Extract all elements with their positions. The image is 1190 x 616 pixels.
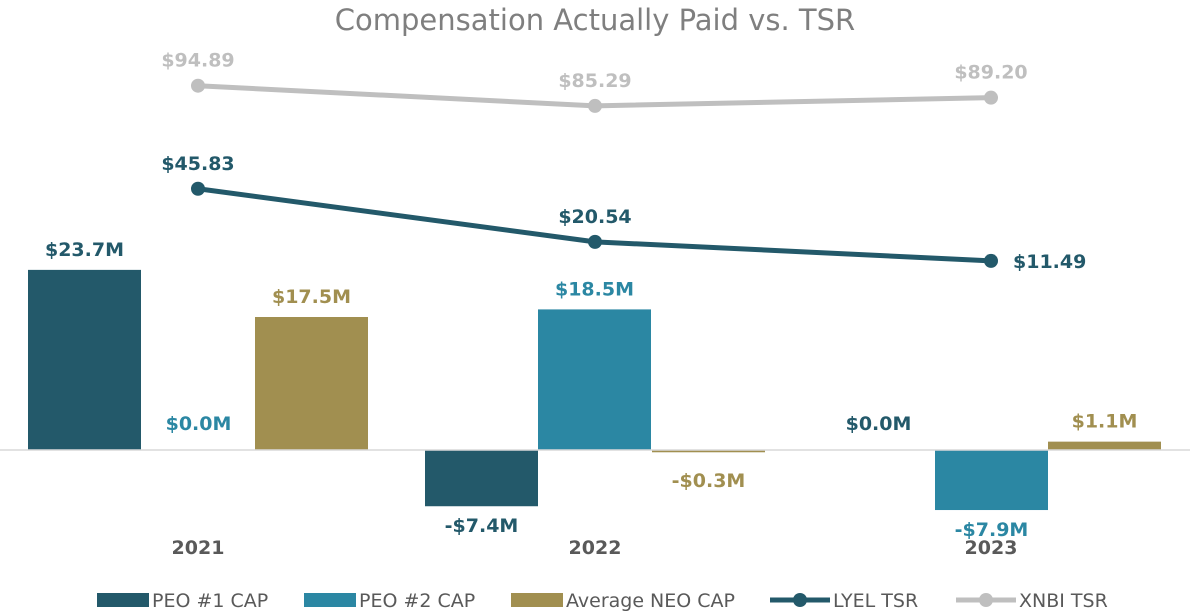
point-xnbi-tsr-2021: [191, 78, 205, 93]
point-xnbi-tsr-2022: [588, 98, 602, 113]
bar-label-average-neo-cap-2023: $1.1M: [1072, 411, 1138, 433]
legend-label-peo-2-cap: PEO #2 CAP: [359, 590, 475, 612]
point-lyel-tsr-2023: [984, 253, 998, 268]
line-label-xnbi-tsr-2021: $94.89: [161, 50, 234, 72]
bar-label-average-neo-cap-2021: $17.5M: [272, 286, 351, 308]
legend-label-peo-1-cap: PEO #1 CAP: [152, 590, 268, 612]
legend-label-xnbi-tsr: XNBI TSR: [1019, 590, 1108, 612]
bar-peo-1-cap-2021: [28, 269, 141, 450]
legend-marker-xnbi-tsr: [979, 593, 993, 607]
bar-label-peo-2-cap-2023: -$7.9M: [955, 519, 1029, 541]
legend-item-xnbi-tsr: XNBI TSR: [956, 590, 1108, 612]
bar-average-neo-cap-2022: [652, 450, 765, 453]
legend-item-average-neo-cap: Average NEO CAP: [511, 590, 735, 612]
point-xnbi-tsr-2023: [984, 90, 998, 105]
line-label-xnbi-tsr-2023: $89.20: [954, 62, 1027, 84]
line-label-lyel-tsr-2023: $11.49: [1013, 251, 1086, 273]
line-label-xnbi-tsr-2022: $85.29: [558, 70, 631, 92]
legend: PEO #1 CAP PEO #2 CAP Average NEO CAP LYEL …: [97, 590, 1108, 612]
legend-item-peo-2-cap: PEO #2 CAP: [304, 590, 475, 612]
legend-swatch-peo-2-cap: [304, 593, 356, 607]
lines-layer: [191, 78, 998, 268]
line-label-lyel-tsr-2022: $20.54: [558, 206, 631, 228]
point-lyel-tsr-2021: [191, 181, 205, 196]
legend-swatch-peo-1-cap: [97, 593, 149, 607]
bar-label-peo-1-cap-2023: $0.0M: [846, 413, 912, 435]
bar-label-peo-2-cap-2022: $18.5M: [555, 278, 634, 300]
bar-peo-2-cap-2023: [935, 450, 1048, 511]
line-label-lyel-tsr-2021: $45.83: [161, 153, 234, 175]
legend-swatch-average-neo-cap: [511, 593, 563, 607]
chart-title: Compensation Actually Paid vs. TSR: [335, 3, 855, 37]
legend-marker-lyel-tsr: [793, 593, 807, 607]
bar-label-peo-1-cap-2022: -$7.4M: [445, 515, 519, 537]
bars-layer: [28, 269, 1161, 511]
legend-label-average-neo-cap: Average NEO CAP: [566, 590, 735, 612]
category-label-2021: 2021: [172, 537, 225, 559]
category-label-2022: 2022: [569, 537, 622, 559]
bar-peo-1-cap-2022: [425, 450, 538, 507]
legend-item-lyel-tsr: LYEL TSR: [770, 590, 918, 612]
bar-average-neo-cap-2023: [1048, 441, 1161, 450]
bar-average-neo-cap-2021: [255, 317, 368, 450]
bar-label-peo-1-cap-2021: $23.7M: [45, 239, 124, 261]
bar-label-average-neo-cap-2022: -$0.3M: [672, 470, 746, 492]
data-labels-layer: $23.7M -$7.4M $0.0M $0.0M $18.5M -$7.9M $17.5M…: [45, 50, 1137, 541]
category-labels-layer: 2021 2022 2023: [172, 537, 1018, 559]
bar-peo-2-cap-2022: [538, 309, 651, 450]
legend-label-lyel-tsr: LYEL TSR: [833, 590, 918, 612]
legend-item-peo-1-cap: PEO #1 CAP: [97, 590, 268, 612]
point-lyel-tsr-2022: [588, 234, 602, 249]
bar-label-peo-2-cap-2021: $0.0M: [166, 413, 232, 435]
category-label-2023: 2023: [965, 537, 1018, 559]
